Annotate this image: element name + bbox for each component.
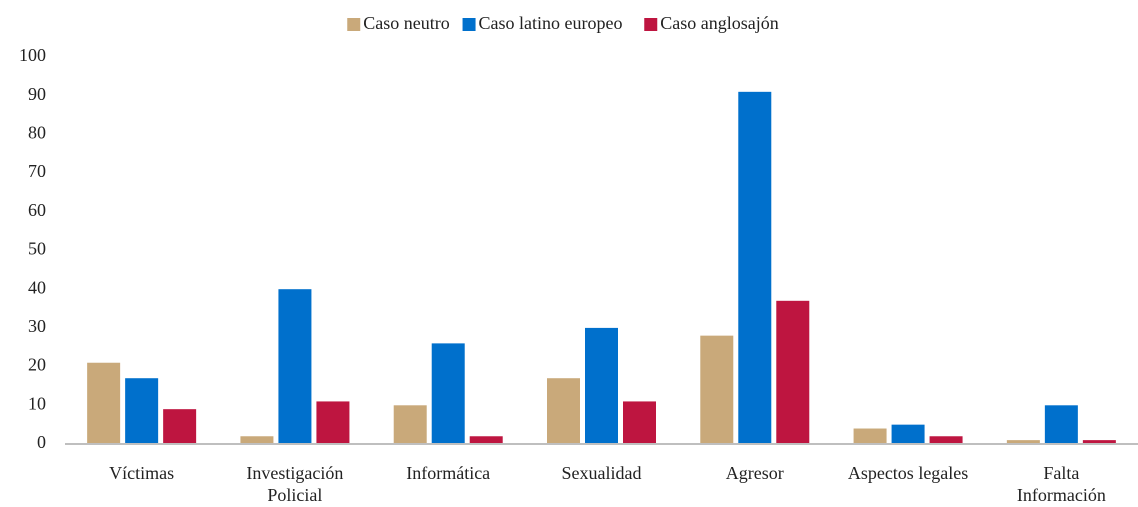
- y-tick-label: 0: [37, 432, 46, 452]
- y-tick-label: 30: [28, 316, 46, 336]
- y-tick-label: 10: [28, 393, 46, 413]
- legend-swatch: [347, 18, 361, 31]
- y-tick-label: 90: [28, 84, 46, 104]
- bar: [1006, 440, 1040, 444]
- bar: [125, 378, 159, 444]
- y-tick-label: 70: [28, 161, 46, 181]
- bar: [431, 343, 465, 444]
- bar: [1082, 440, 1116, 444]
- bar: [87, 362, 121, 444]
- legend-label: Caso neutro: [363, 13, 449, 33]
- x-tick-label: Investigación Policial: [246, 463, 344, 505]
- legend-label: Caso latino europeo: [479, 13, 623, 33]
- y-tick-label: 40: [28, 277, 46, 297]
- y-tick-label: 50: [28, 239, 46, 259]
- x-tick-label: Víctimas: [109, 463, 175, 483]
- bar: [1044, 405, 1078, 444]
- x-tick-label: Sexualidad: [561, 463, 642, 483]
- x-tick-label: Informática: [406, 463, 491, 483]
- x-tick-label: Falta Información: [1016, 463, 1106, 505]
- bar: [393, 405, 427, 444]
- bar: [278, 289, 312, 444]
- bar: [316, 401, 350, 444]
- y-tick-label: 100: [19, 45, 46, 65]
- bar: [929, 436, 963, 444]
- bar: [469, 436, 503, 444]
- bar: [623, 401, 656, 444]
- bar: [738, 91, 772, 444]
- y-tick-label: 80: [28, 123, 46, 143]
- y-tick-label: 20: [28, 355, 46, 375]
- bar: [853, 428, 887, 444]
- bar: [547, 378, 580, 444]
- legend-swatch: [644, 18, 658, 31]
- legend-swatch: [462, 18, 476, 31]
- y-tick-label: 60: [28, 200, 46, 220]
- bar: [700, 335, 734, 444]
- bar: [163, 409, 197, 444]
- bar: [585, 327, 618, 444]
- x-tick-label: Agresor: [725, 463, 784, 483]
- bar: [776, 300, 810, 444]
- bar: [891, 424, 925, 444]
- bar: [240, 436, 274, 444]
- legend-label: Caso anglosajón: [660, 13, 779, 33]
- x-tick-label: Aspectos legales: [847, 463, 969, 483]
